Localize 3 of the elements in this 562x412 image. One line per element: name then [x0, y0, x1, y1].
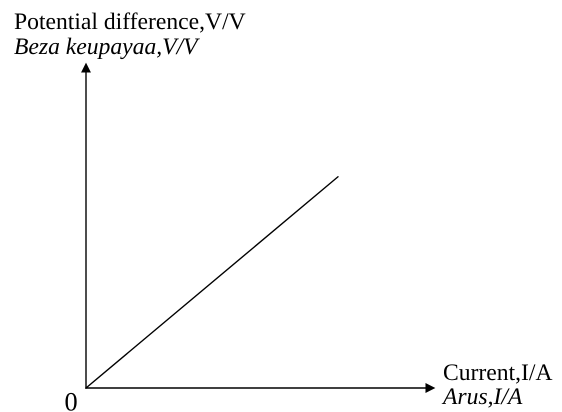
text: 0 [65, 392, 77, 411]
y-axis-title: Potential difference,V/V Beza keupayaa,V/V [14, 12, 246, 60]
x-axis-title: Current,I/A Arus,I/A [442, 364, 552, 408]
